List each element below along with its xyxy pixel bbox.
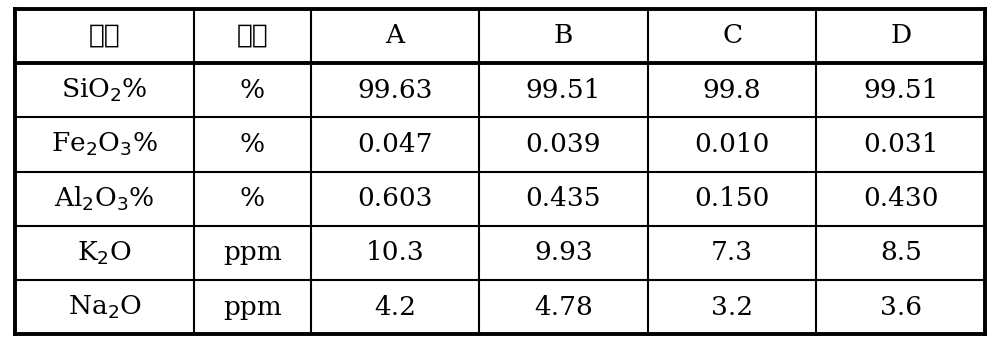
Text: 0.039: 0.039: [526, 132, 601, 157]
Text: ppm: ppm: [223, 240, 282, 265]
Text: %: %: [240, 78, 265, 103]
Text: 10.3: 10.3: [365, 240, 424, 265]
Text: 0.010: 0.010: [694, 132, 770, 157]
Text: K$_2$O: K$_2$O: [77, 239, 132, 267]
Text: 单位: 单位: [237, 23, 268, 49]
Text: 3.6: 3.6: [880, 295, 922, 320]
Text: %: %: [240, 186, 265, 211]
Text: 8.5: 8.5: [880, 240, 922, 265]
Text: 0.430: 0.430: [863, 186, 938, 211]
Text: 99.51: 99.51: [526, 78, 601, 103]
Text: 4.78: 4.78: [534, 295, 593, 320]
Text: 7.3: 7.3: [711, 240, 753, 265]
Text: 3.2: 3.2: [711, 295, 753, 320]
Text: B: B: [554, 23, 573, 48]
Text: 0.435: 0.435: [526, 186, 601, 211]
Text: Fe$_2$O$_3$%: Fe$_2$O$_3$%: [51, 131, 158, 158]
Text: C: C: [722, 23, 742, 48]
Text: 9.93: 9.93: [534, 240, 593, 265]
Text: 0.603: 0.603: [357, 186, 433, 211]
Text: 4.2: 4.2: [374, 295, 416, 320]
Text: 0.031: 0.031: [863, 132, 938, 157]
Text: SiO$_2$%: SiO$_2$%: [61, 76, 148, 104]
Text: 99.63: 99.63: [357, 78, 433, 103]
Text: ppm: ppm: [223, 295, 282, 320]
Text: 99.51: 99.51: [863, 78, 938, 103]
Text: Na$_2$O: Na$_2$O: [68, 294, 142, 321]
Text: 99.8: 99.8: [703, 78, 761, 103]
Text: %: %: [240, 132, 265, 157]
Text: A: A: [385, 23, 404, 48]
Text: 0.047: 0.047: [357, 132, 433, 157]
Text: Al$_2$O$_3$%: Al$_2$O$_3$%: [54, 185, 155, 213]
Text: 0.150: 0.150: [694, 186, 770, 211]
Text: D: D: [890, 23, 911, 48]
Text: 项目: 项目: [89, 23, 121, 49]
